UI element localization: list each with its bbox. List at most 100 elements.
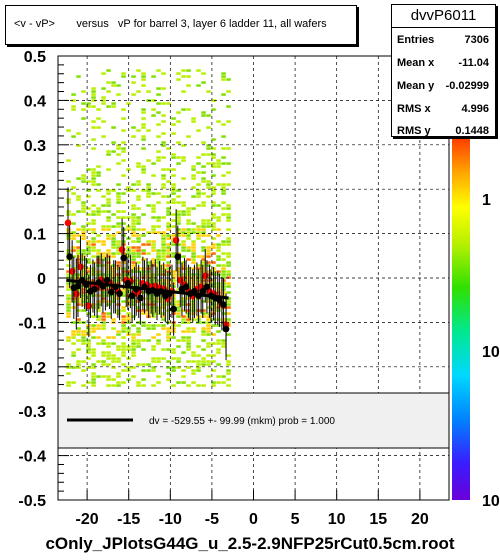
heatmap-cell [81, 234, 86, 237]
heatmap-cell [196, 204, 201, 207]
heatmap-cell [211, 108, 216, 111]
heatmap-cell [186, 321, 191, 324]
heatmap-cell [201, 114, 206, 117]
heatmap-cell [126, 330, 131, 333]
heatmap-cell [91, 330, 96, 333]
heatmap-cell [141, 243, 146, 246]
heatmap-cell [196, 171, 201, 174]
heatmap-cell [186, 318, 191, 321]
heatmap-cell [91, 366, 96, 369]
heatmap-cell [116, 252, 121, 255]
heatmap-cell [161, 231, 166, 234]
heatmap-cell [166, 327, 171, 330]
heatmap-cell [156, 270, 161, 273]
heatmap-cell [156, 69, 161, 72]
y-tick-label: 0.1 [24, 227, 46, 244]
heatmap-cell [181, 309, 186, 312]
heatmap-cell [76, 255, 81, 258]
heatmap-cell [161, 72, 166, 75]
heatmap-cell [86, 345, 91, 348]
heatmap-cell [151, 315, 156, 318]
heatmap-cell [186, 237, 191, 240]
heatmap-cell [81, 255, 86, 258]
heatmap-cell [106, 90, 111, 93]
heatmap-cell [106, 345, 111, 348]
heatmap-cell [206, 234, 211, 237]
heatmap-cell [171, 357, 176, 360]
heatmap-cell [161, 249, 166, 252]
heatmap-cell [136, 327, 141, 330]
heatmap-cell [201, 255, 206, 258]
heatmap-cell [141, 234, 146, 237]
heatmap-cell [211, 333, 216, 336]
heatmap-cell [216, 273, 221, 276]
y-tick-label: 0.4 [24, 93, 46, 110]
heatmap-cell [156, 297, 161, 300]
heatmap-cell [171, 198, 176, 201]
heatmap-cell [186, 84, 191, 87]
heatmap-cell [81, 174, 86, 177]
heatmap-cell [116, 222, 121, 225]
heatmap-cell [141, 135, 146, 138]
heatmap-cell [201, 192, 206, 195]
heatmap-cell [171, 366, 176, 369]
heatmap-cell [181, 330, 186, 333]
heatmap-cell [91, 180, 96, 183]
heatmap-cell [216, 309, 221, 312]
heatmap-cell [131, 189, 136, 192]
heatmap-cell [66, 288, 71, 291]
heatmap-cell [166, 303, 171, 306]
heatmap-cell [211, 186, 216, 189]
heatmap-cell [136, 345, 141, 348]
heatmap-cell [151, 261, 156, 264]
heatmap-cell [131, 264, 136, 267]
heatmap-cell [76, 195, 81, 198]
heatmap-cell [216, 120, 221, 123]
heatmap-cell [176, 273, 181, 276]
heatmap-cell [71, 351, 76, 354]
heatmap-cell [106, 201, 111, 204]
heatmap-cell [96, 189, 101, 192]
heatmap-cell [71, 342, 76, 345]
heatmap-cell [91, 237, 96, 240]
heatmap-cell [101, 363, 106, 366]
heatmap-cell [161, 174, 166, 177]
heatmap-cell [156, 312, 161, 315]
heatmap-cell [141, 126, 146, 129]
heatmap-cell [201, 225, 206, 228]
heatmap-cell [166, 285, 171, 288]
data-point-black [182, 283, 190, 291]
heatmap-cell [111, 342, 116, 345]
heatmap-cell [76, 297, 81, 300]
heatmap-cell [86, 339, 91, 342]
heatmap-cell [101, 300, 106, 303]
heatmap-cell [86, 348, 91, 351]
heatmap-cell [191, 354, 196, 357]
footer-filename: cOnly_JPlotsG44G_u_2.5-2.9NFP25rCut0.5cm… [45, 534, 455, 553]
heatmap-cell [156, 264, 161, 267]
heatmap-cell [211, 222, 216, 225]
heatmap-cell [211, 228, 216, 231]
heatmap-cell [106, 363, 111, 366]
heatmap-cell [91, 303, 96, 306]
heatmap-cell [91, 327, 96, 330]
heatmap-cell [206, 147, 211, 150]
heatmap-cell [161, 132, 166, 135]
heatmap-cell [81, 369, 86, 372]
heatmap-cell [166, 147, 171, 150]
heatmap-cell [86, 246, 91, 249]
fit-legend: dv = -529.55 +- 99.99 (mkm) prob = 1.000 [57, 392, 450, 449]
heatmap-cell [191, 120, 196, 123]
heatmap-cell [86, 207, 91, 210]
heatmap-cell [221, 264, 226, 267]
heatmap-cell [116, 345, 121, 348]
heatmap-cell [211, 99, 216, 102]
heatmap-cell [66, 366, 71, 369]
heatmap-cell [171, 336, 176, 339]
heatmap-cell [81, 225, 86, 228]
heatmap-cell [161, 237, 166, 240]
y-tick-label: -0.4 [18, 449, 46, 466]
heatmap-cell [106, 258, 111, 261]
heatmap-cell [66, 336, 71, 339]
stats-row-rms-x: RMS x 4.996 [397, 99, 489, 119]
